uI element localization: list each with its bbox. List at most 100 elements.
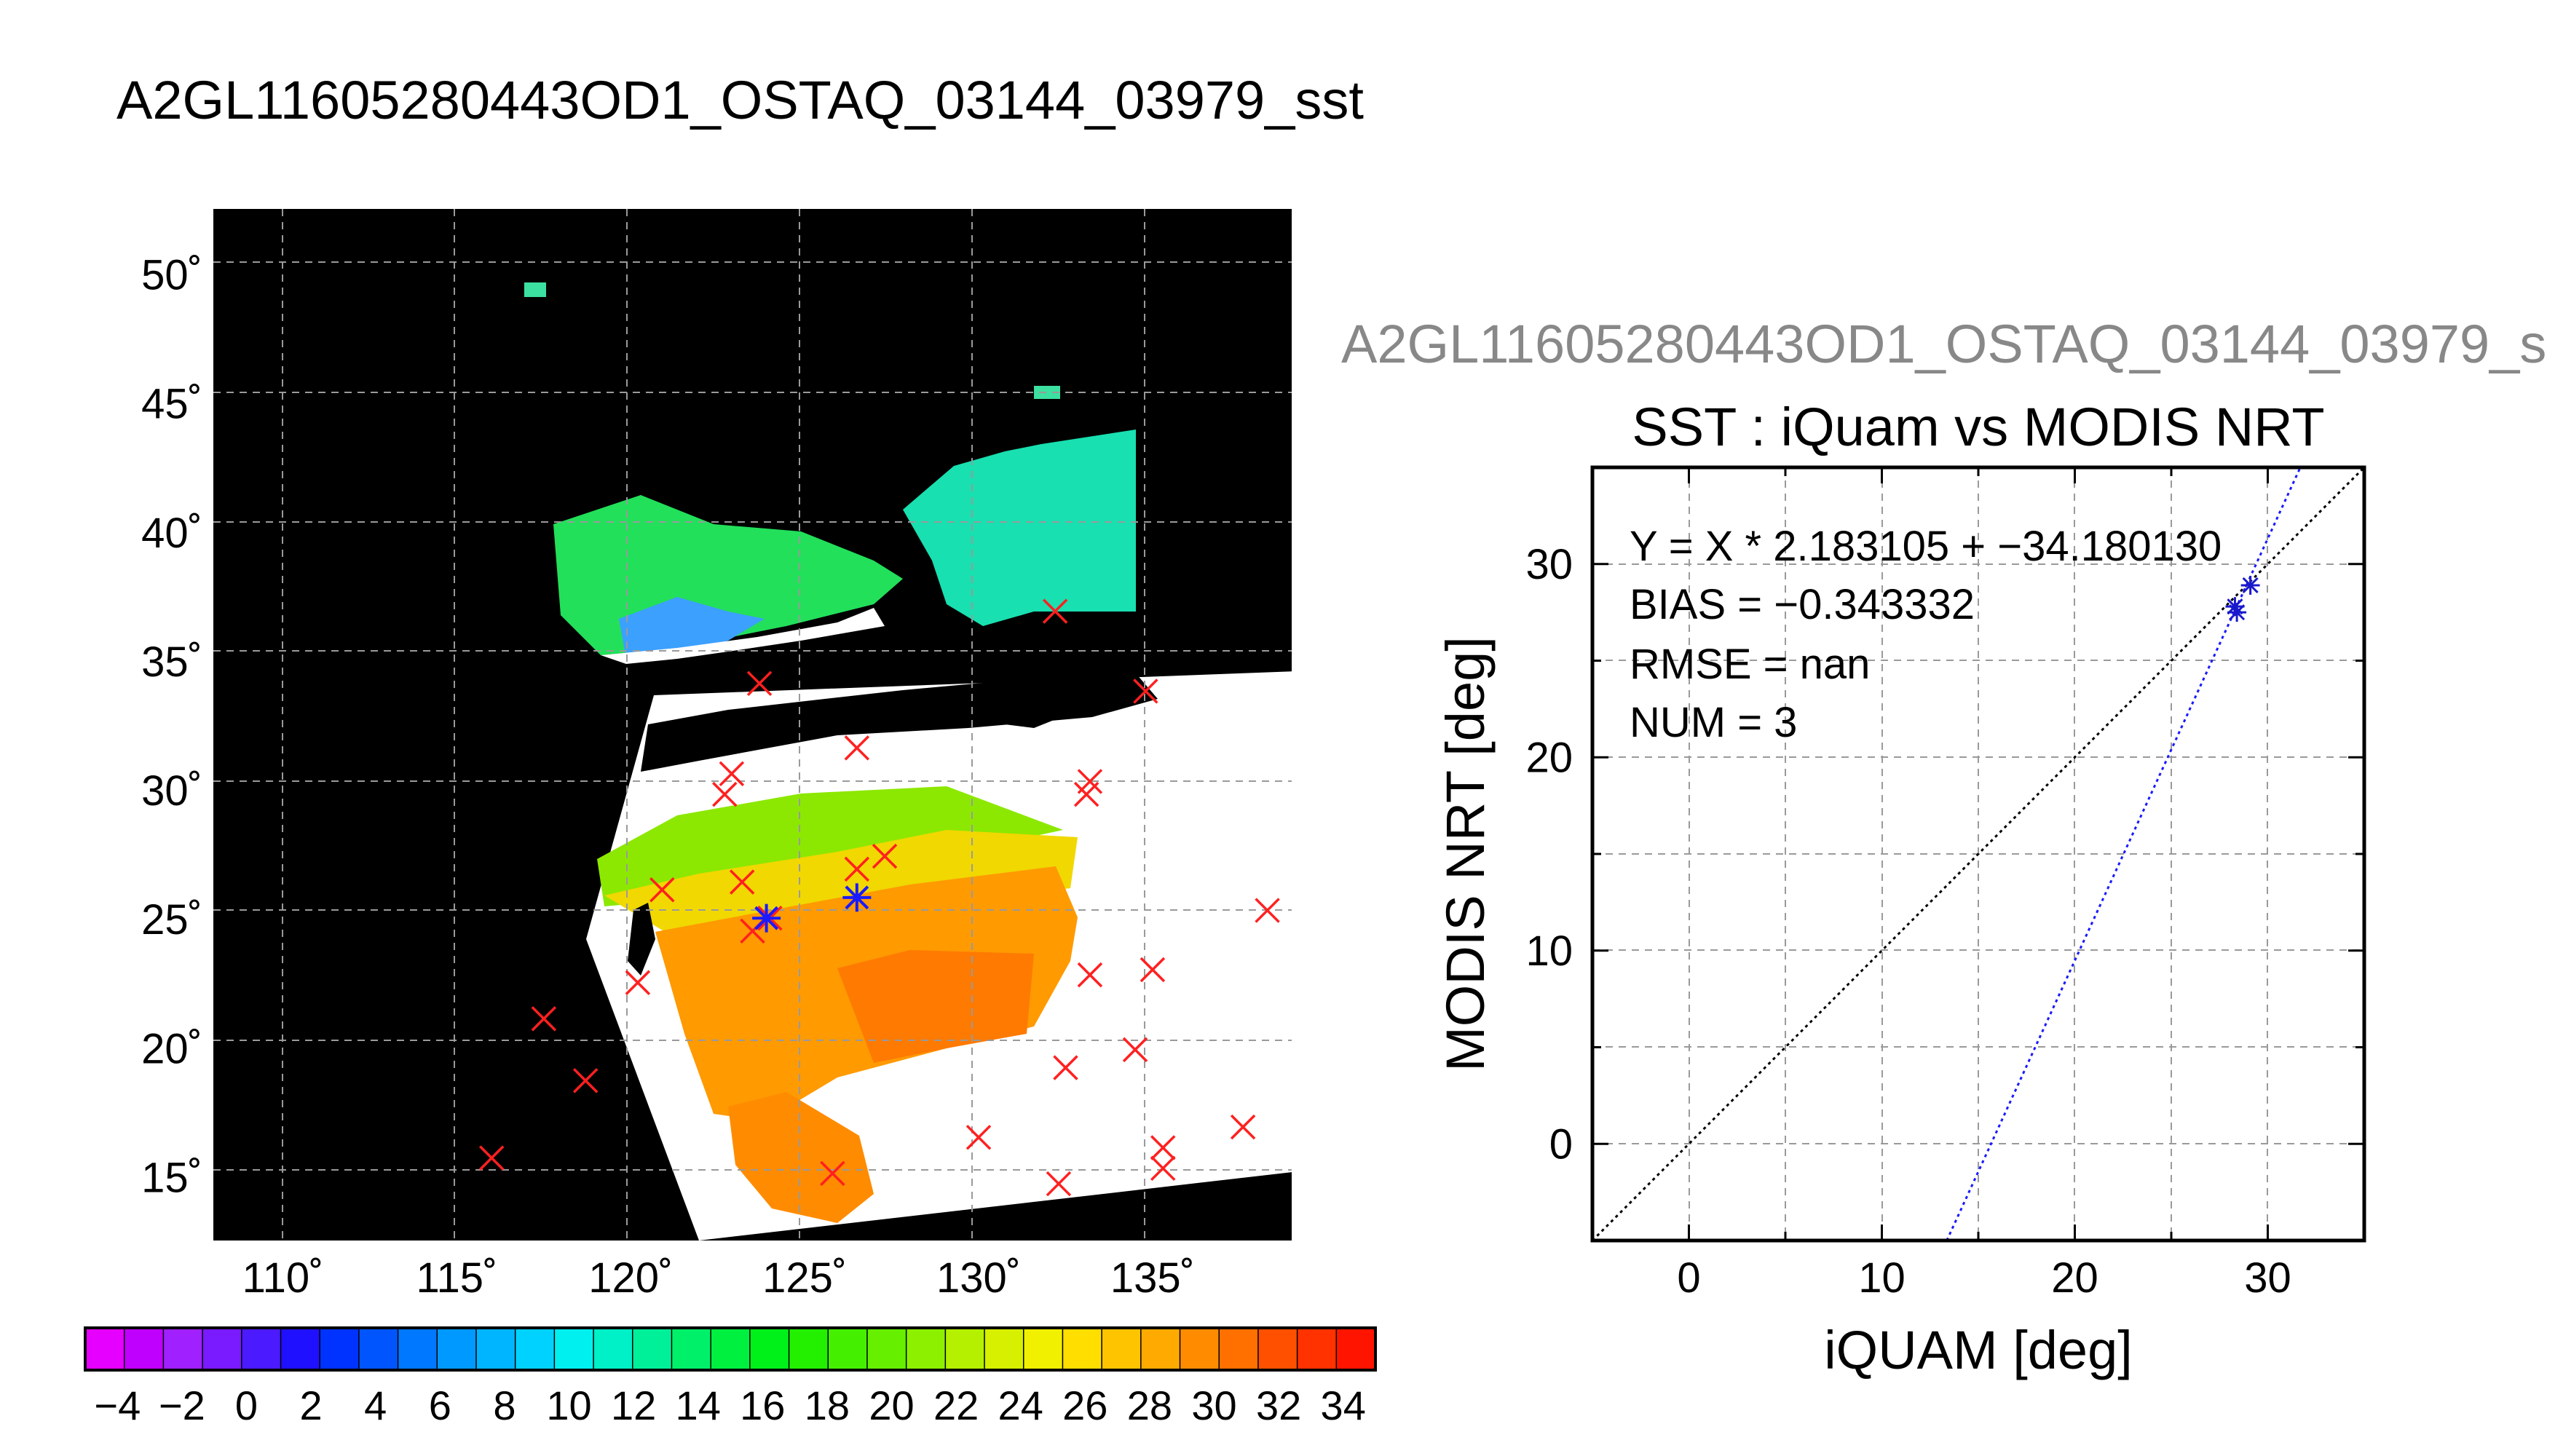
sst-deep-orange (837, 950, 1034, 1063)
map-x-tick-label: 125˚ (762, 1254, 847, 1302)
scatter-y-tick-label: 0 (1549, 1120, 1573, 1168)
map-y-tick-labels: 15˚ 20˚ 25˚ 30˚ 35˚ 40˚ 45˚ 50˚ (141, 252, 202, 1202)
map-marker-x-27 (1230, 1114, 1256, 1140)
colorbar-cell (437, 1328, 477, 1370)
map-marker-x-14 (872, 843, 898, 869)
scatter-x-axis-label: iQUAM [deg] (1824, 1320, 2133, 1380)
map-marker-x-6 (719, 761, 745, 787)
colorbar-cell (202, 1328, 242, 1370)
map-y-tick-label: 50˚ (141, 252, 202, 299)
colorbar-cells (85, 1328, 1376, 1370)
taiwan-island (628, 903, 655, 976)
colorbar-tick-label: 32 (1256, 1382, 1301, 1428)
map-panel: 15˚ 20˚ 25˚ 30˚ 35˚ 40˚ 45˚ 50˚ 110˚ 115˚ 120˚ 125… (141, 209, 1292, 1302)
colorbar-cell (163, 1328, 203, 1370)
map-marker-x-1 (531, 1006, 557, 1032)
colorbar-tick-label: 6 (429, 1382, 451, 1428)
scatter-y-tick-label: 10 (1525, 927, 1573, 975)
north-swath-white (601, 608, 885, 664)
colorbar-cell (749, 1328, 790, 1370)
colorbar-cell (241, 1328, 281, 1370)
colorbar-cell (866, 1328, 907, 1370)
scatter-x-tick-label: 20 (2051, 1254, 2098, 1302)
colorbar-tick-label: −2 (159, 1382, 205, 1428)
map-marker-asterisk-0 (752, 903, 781, 933)
map-y-tick-label: 30˚ (141, 767, 202, 815)
map-x-tick-label: 130˚ (936, 1254, 1021, 1302)
map-marker-x-21 (1077, 962, 1103, 988)
colorbar-cell (828, 1328, 868, 1370)
colorbar-frame (84, 1326, 1377, 1372)
colorbar-cell (1023, 1328, 1063, 1370)
colorbar-cell (475, 1328, 516, 1370)
colorbar-tick-label: 26 (1062, 1382, 1107, 1428)
colorbar-cell (1219, 1328, 1259, 1370)
colorbar-tick-label: 4 (364, 1382, 387, 1428)
colorbar-cell (1336, 1328, 1376, 1370)
annotation-num: NUM = 3 (1630, 699, 1797, 746)
colorbar-tick-labels: −4 −2 0 2 4 6 8 10 12 14 16 18 20 22 24 26 28 30 32 34 (94, 1382, 1365, 1428)
sst-orange-south (728, 1092, 874, 1223)
scatter-y-tick-labels: 0 10 20 30 (1525, 541, 1573, 1168)
colorbar-tick-label: 10 (546, 1382, 591, 1428)
map-marker-x-0 (478, 1145, 505, 1171)
scatter-x-tick-label: 0 (1677, 1254, 1700, 1302)
colorbar-tick-label: 12 (611, 1382, 656, 1428)
map-marker-x-22 (1122, 1037, 1148, 1063)
scatter-point-2 (2240, 575, 2260, 595)
north-swath-blue (619, 597, 765, 659)
annotation-fit-equation: Y = X * 2.183105 + −34.180130 (1630, 523, 2222, 570)
sst-yellow-band (604, 830, 1078, 939)
colorbar-cell (320, 1328, 360, 1370)
colorbar-cell (85, 1328, 125, 1370)
colorbar-cell (554, 1328, 594, 1370)
north-island (524, 282, 546, 297)
japan-landmass (983, 670, 1099, 728)
map-marker-x-23 (1133, 678, 1158, 704)
colorbar-tick-label: 2 (300, 1382, 323, 1428)
map-marker-x-25 (1150, 1135, 1176, 1160)
colorbar-tick-label: 14 (676, 1382, 721, 1428)
colorbar-cell (632, 1328, 672, 1370)
colorbar-cell (906, 1328, 946, 1370)
map-marker-x-15 (965, 1125, 992, 1150)
colorbar-cell (1062, 1328, 1102, 1370)
colorbar-tick-label: 34 (1321, 1382, 1366, 1428)
annotation-rmse: RMSE = nan (1630, 641, 1870, 688)
colorbar-cell (1140, 1328, 1181, 1370)
colorbar-cell (398, 1328, 438, 1370)
scatter-x-tick-label: 30 (2244, 1254, 2291, 1302)
colorbar-tick-label: 28 (1127, 1382, 1172, 1428)
scatter-subtitle: A2GL11605280443OD1_OSTAQ_03144_03979_s (1341, 314, 2546, 374)
colorbar-cell (124, 1328, 164, 1370)
map-y-tick-label: 20˚ (141, 1025, 202, 1072)
map-marker-x-7 (729, 869, 755, 895)
map-x-tick-label: 115˚ (416, 1254, 498, 1302)
annotation-bias: BIAS = −0.343332 (1630, 581, 1975, 628)
fit-line (1946, 467, 2302, 1241)
map-marker-x-24 (1140, 957, 1166, 983)
colorbar-cell (1257, 1328, 1298, 1370)
map-marker-x-13 (844, 856, 870, 882)
colorbar: −4 −2 0 2 4 6 8 10 12 14 16 18 20 22 24 26 28 30 32 34 (84, 1326, 1377, 1428)
colorbar-cell (515, 1328, 555, 1370)
map-markers (478, 598, 1280, 1197)
identity-line (1592, 467, 2364, 1241)
map-y-tick-label: 40˚ (141, 510, 202, 557)
map-marker-asterisk-1 (842, 883, 872, 912)
map-y-tick-label: 45˚ (141, 381, 202, 428)
map-marker-x-11 (820, 1160, 845, 1187)
colorbar-cell (280, 1328, 320, 1370)
colorbar-tick-label: 0 (235, 1382, 258, 1428)
north-island-2 (1034, 386, 1060, 399)
map-y-tick-label: 15˚ (141, 1154, 202, 1201)
map-marker-x-5 (712, 781, 738, 807)
scatter-x-tick-label: 10 (1858, 1254, 1906, 1302)
colorbar-tick-label: 30 (1191, 1382, 1236, 1428)
colorbar-cell (1102, 1328, 1142, 1370)
map-marker-x-3 (625, 970, 651, 995)
map-marker-x-4 (649, 877, 675, 903)
colorbar-cell (671, 1328, 711, 1370)
map-marker-x-2 (572, 1068, 599, 1093)
map-y-tick-label: 25˚ (141, 896, 202, 943)
